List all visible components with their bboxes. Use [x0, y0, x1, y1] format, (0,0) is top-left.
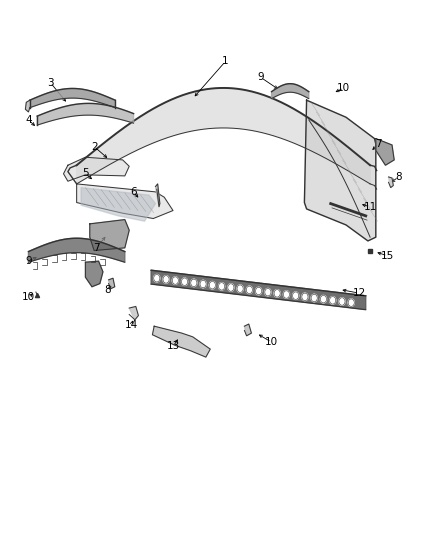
Circle shape	[246, 286, 252, 294]
Polygon shape	[109, 278, 115, 289]
Circle shape	[274, 289, 280, 297]
Text: 10: 10	[22, 293, 35, 302]
Text: 7: 7	[93, 243, 100, 253]
Text: 10: 10	[337, 83, 350, 93]
Polygon shape	[77, 88, 370, 184]
Polygon shape	[81, 188, 155, 221]
Text: 3: 3	[47, 78, 54, 87]
Text: 1: 1	[222, 56, 229, 66]
Polygon shape	[28, 238, 125, 262]
Circle shape	[348, 299, 354, 306]
Polygon shape	[376, 139, 394, 165]
Circle shape	[283, 291, 290, 298]
Text: 14: 14	[125, 320, 138, 330]
Circle shape	[311, 294, 317, 302]
Polygon shape	[155, 184, 160, 207]
Circle shape	[237, 285, 243, 293]
Text: 7: 7	[375, 139, 382, 149]
Circle shape	[293, 292, 299, 300]
Circle shape	[209, 281, 215, 289]
Text: 13: 13	[166, 342, 180, 351]
Circle shape	[302, 293, 308, 301]
Text: 9: 9	[25, 256, 32, 266]
Circle shape	[228, 284, 234, 291]
Circle shape	[320, 295, 326, 303]
Text: 4: 4	[25, 115, 32, 125]
Text: 6: 6	[130, 187, 137, 197]
Polygon shape	[25, 100, 30, 112]
Circle shape	[330, 296, 336, 304]
Text: 8: 8	[395, 172, 402, 182]
Polygon shape	[37, 103, 134, 125]
Circle shape	[181, 278, 187, 286]
Text: 9: 9	[257, 72, 264, 82]
Circle shape	[154, 274, 160, 282]
Circle shape	[265, 288, 271, 296]
Text: 11: 11	[364, 202, 377, 212]
Circle shape	[191, 279, 197, 287]
Polygon shape	[151, 270, 366, 310]
Text: 8: 8	[104, 286, 111, 295]
Polygon shape	[389, 177, 393, 188]
Text: 5: 5	[82, 168, 89, 178]
Circle shape	[219, 282, 225, 290]
Circle shape	[200, 280, 206, 288]
Circle shape	[172, 277, 178, 284]
Polygon shape	[30, 88, 115, 108]
Text: 12: 12	[353, 288, 366, 298]
Circle shape	[256, 287, 261, 295]
Circle shape	[339, 298, 345, 305]
Polygon shape	[304, 100, 376, 241]
Polygon shape	[85, 261, 103, 287]
Polygon shape	[152, 326, 210, 357]
Circle shape	[163, 276, 169, 283]
Polygon shape	[64, 157, 129, 181]
Text: 2: 2	[91, 142, 98, 151]
Text: 15: 15	[381, 251, 394, 261]
Polygon shape	[129, 306, 138, 320]
Polygon shape	[244, 324, 251, 336]
Polygon shape	[272, 84, 309, 99]
Polygon shape	[77, 184, 173, 219]
Text: 10: 10	[265, 337, 278, 347]
Polygon shape	[90, 220, 129, 251]
